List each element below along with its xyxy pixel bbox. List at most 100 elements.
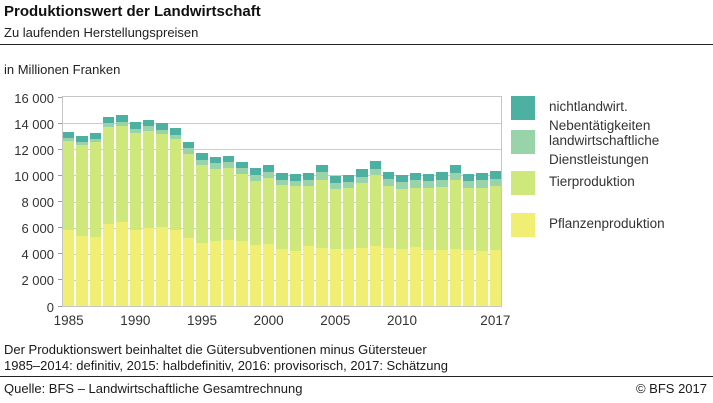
bar-segment bbox=[396, 181, 408, 190]
page-subtitle: Zu laufenden Herstellungspreisen bbox=[4, 25, 199, 40]
bar-2017 bbox=[489, 171, 501, 306]
legend-label: Pflanzenproduktion bbox=[549, 216, 665, 231]
y-tick-label: 0 bbox=[46, 299, 54, 315]
bar-2002 bbox=[289, 174, 301, 306]
header-divider bbox=[0, 44, 713, 45]
bar-segment bbox=[262, 165, 275, 173]
legend-item-tierproduktion: Tierproduktion bbox=[511, 171, 635, 195]
bar-segment bbox=[89, 142, 101, 237]
bar-segment bbox=[436, 186, 448, 250]
y-tick-mark bbox=[58, 279, 62, 281]
bar-segment bbox=[102, 126, 115, 224]
bar-segment bbox=[462, 180, 475, 189]
y-tick-label: 14 000 bbox=[14, 116, 54, 132]
bar-segment bbox=[409, 172, 421, 181]
bar-segment bbox=[249, 180, 261, 245]
bar-segment bbox=[342, 188, 355, 250]
bar-1990 bbox=[129, 122, 141, 306]
bar-2016 bbox=[476, 172, 488, 306]
bar-segment bbox=[249, 168, 261, 176]
bar-segment bbox=[156, 227, 168, 306]
bar-segment bbox=[156, 134, 168, 228]
bar-1988 bbox=[102, 116, 115, 306]
bar-2009 bbox=[382, 171, 395, 306]
bar-segment bbox=[449, 180, 461, 250]
bar-1991 bbox=[142, 119, 155, 306]
bar-segment bbox=[76, 136, 88, 143]
bar-segment bbox=[462, 250, 475, 306]
bar-segment bbox=[129, 133, 141, 230]
legend-label: Tierproduktion bbox=[549, 174, 635, 189]
bar-segment bbox=[63, 137, 75, 141]
bar-segment bbox=[476, 180, 488, 188]
y-tick-mark bbox=[58, 253, 62, 255]
bar-segment bbox=[209, 241, 221, 306]
bar-segment bbox=[329, 249, 341, 306]
bar-segment bbox=[156, 129, 168, 135]
x-tick-label: 2005 bbox=[320, 313, 351, 328]
bar-segment bbox=[489, 178, 501, 187]
bar-segment bbox=[436, 171, 448, 180]
bar-segment bbox=[76, 236, 88, 306]
bar-segment bbox=[182, 142, 195, 149]
bar-segment bbox=[169, 229, 181, 306]
bar-segment bbox=[342, 249, 355, 306]
bar-segment bbox=[76, 145, 88, 237]
bar-segment bbox=[76, 142, 88, 146]
bar-1989 bbox=[116, 115, 128, 306]
legend-label: landwirtschaftliche Dienstleistungen bbox=[549, 133, 660, 167]
bar-segment bbox=[222, 155, 235, 163]
bar-segment bbox=[396, 189, 408, 250]
x-tick-label: 2000 bbox=[253, 313, 284, 328]
bar-segment bbox=[316, 165, 328, 172]
bar-segment bbox=[449, 172, 461, 181]
bar-segment bbox=[316, 171, 328, 180]
source-text: Quelle: BFS – Landwirtschaftliche Gesamt… bbox=[4, 381, 303, 396]
bar-segment bbox=[489, 249, 501, 306]
bar-1998 bbox=[236, 161, 248, 306]
footer-divider bbox=[0, 376, 713, 377]
bar-segment bbox=[116, 121, 128, 126]
bar-2000 bbox=[262, 165, 275, 306]
bar-segment bbox=[156, 123, 168, 130]
y-tick-label: 16 000 bbox=[14, 90, 54, 106]
bar-segment bbox=[489, 171, 501, 179]
bar-segment bbox=[449, 165, 461, 173]
y-tick-mark bbox=[58, 122, 62, 124]
bar-segment bbox=[422, 188, 435, 251]
bar-2004 bbox=[316, 165, 328, 306]
bar-segment bbox=[142, 227, 155, 306]
yellow-swatch-icon bbox=[511, 213, 535, 237]
bar-segment bbox=[249, 244, 261, 306]
bar-segment bbox=[63, 131, 75, 138]
bar-segment bbox=[342, 175, 355, 182]
bar-1992 bbox=[156, 123, 168, 306]
bar-segment bbox=[369, 246, 381, 306]
bar-segment bbox=[356, 169, 368, 177]
bar-2003 bbox=[302, 172, 315, 306]
bar-segment bbox=[63, 230, 75, 306]
bar-segment bbox=[102, 123, 115, 127]
bar-segment bbox=[196, 165, 208, 243]
yellowgreen-swatch-icon bbox=[511, 171, 535, 195]
bar-segment bbox=[276, 249, 288, 306]
bar-1993 bbox=[169, 127, 181, 306]
bar-segment bbox=[129, 128, 141, 134]
bar-segment bbox=[316, 247, 328, 306]
bar-segment bbox=[209, 156, 221, 164]
bar-2011 bbox=[409, 172, 421, 306]
bar-segment bbox=[302, 179, 315, 187]
bar-segment bbox=[89, 138, 101, 143]
bar-segment bbox=[356, 176, 368, 184]
bar-2014 bbox=[449, 165, 461, 306]
footnote-line2: 1985–2014: definitiv, 2015: halbdefiniti… bbox=[4, 358, 448, 373]
bar-segment bbox=[302, 186, 315, 246]
bar-segment bbox=[249, 175, 261, 181]
bar-segment bbox=[369, 168, 381, 176]
chart-area: 16 000 14 000 12 000 10 000 8 000 6 000 4 000 2… bbox=[0, 91, 713, 336]
bar-segment bbox=[196, 242, 208, 306]
bar-segment bbox=[382, 248, 395, 306]
bar-segment bbox=[276, 185, 288, 250]
bar-segment bbox=[116, 222, 128, 306]
